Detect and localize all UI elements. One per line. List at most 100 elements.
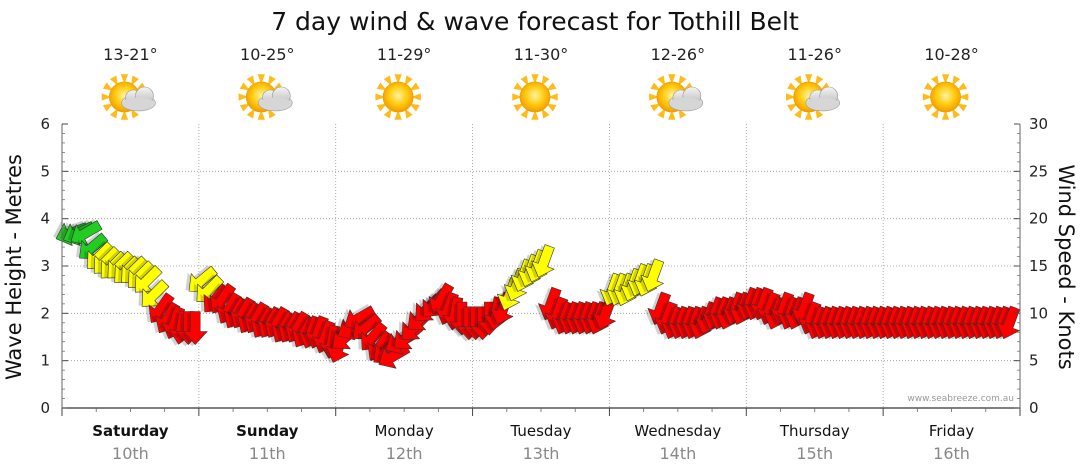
- sun-ray: [109, 75, 118, 86]
- sun-disc: [930, 81, 961, 113]
- day-temperature: 11-30°: [514, 45, 569, 64]
- wind-arrow: [637, 258, 665, 293]
- sun-ray: [239, 103, 251, 112]
- sun-ray: [520, 75, 529, 86]
- sun-ray: [541, 108, 550, 119]
- sun-disc: [382, 81, 414, 113]
- day-name: Wednesday: [634, 422, 721, 440]
- sun-ray: [924, 103, 935, 112]
- left-tick-label: 2: [40, 304, 50, 322]
- sun-ray: [120, 74, 129, 84]
- sun-ray: [678, 75, 687, 86]
- sun-ray: [520, 108, 529, 119]
- wind-arrow: [180, 311, 208, 347]
- sun-ray: [394, 110, 402, 120]
- chart-axes: 0 1 2 3 4 5 6 0 5 10 15 20 25 30: [40, 115, 1048, 417]
- wind-arrow: [67, 218, 103, 246]
- daily-temperatures: 13-21° 10-25° 11-29° 11-30° 12-26° 11-26° 10-2…: [103, 45, 979, 64]
- sun-ray: [409, 82, 420, 91]
- left-axis-title: Wave Height - Metres: [2, 154, 26, 380]
- sun-ray: [409, 103, 420, 112]
- sun-ray: [952, 108, 961, 119]
- sun-ray: [805, 74, 813, 84]
- sun-cloud-icon: [649, 74, 704, 120]
- chart-title: 7 day wind & wave forecast for Tothill B…: [271, 7, 799, 36]
- sun-ray: [815, 75, 824, 86]
- right-tick-label: 5: [1029, 352, 1039, 370]
- wind-arrow: [993, 305, 1020, 340]
- cloud-shape: [257, 86, 293, 112]
- sun-ray: [257, 74, 265, 84]
- sun-ray: [512, 93, 522, 101]
- sun-ray: [657, 108, 666, 119]
- sun-ray: [383, 108, 392, 119]
- sun-ray: [541, 75, 550, 86]
- wind-arrow-shape: [640, 258, 665, 292]
- sun-ray: [546, 82, 557, 91]
- wind-arrow-shape: [531, 244, 555, 278]
- sun-ray: [246, 108, 255, 119]
- sun-ray: [130, 75, 139, 86]
- sun-ray: [941, 110, 950, 120]
- sun-ray: [404, 108, 413, 119]
- sun-ray: [513, 103, 524, 112]
- sun-ray: [120, 110, 129, 120]
- day-name: Sunday: [236, 422, 299, 440]
- left-tick-label: 6: [40, 115, 50, 133]
- cloud-shape: [805, 86, 841, 112]
- sun-ray: [101, 93, 112, 101]
- sun-ray: [794, 108, 803, 119]
- sun-ray: [786, 93, 796, 101]
- wind-arrow: [138, 278, 170, 307]
- sun-ray: [931, 75, 940, 86]
- right-tick-label: 30: [1029, 115, 1048, 133]
- sun-ray: [941, 74, 950, 84]
- sun-ray: [376, 82, 387, 91]
- wind-arrow: [528, 244, 555, 279]
- sun-ray: [650, 103, 661, 112]
- sun-ray: [404, 75, 413, 86]
- sun-ray: [668, 74, 676, 84]
- sun-ray: [924, 82, 935, 91]
- wind-arrow-shape: [996, 305, 1020, 340]
- right-tick-label: 10: [1029, 304, 1048, 322]
- sun-ray: [548, 93, 558, 101]
- right-tick-label: 25: [1029, 162, 1048, 180]
- sun-ray: [394, 74, 402, 84]
- wind-arrow-shape: [182, 311, 208, 345]
- day-date: 16th: [933, 444, 970, 463]
- day-date: 14th: [659, 444, 696, 463]
- wind-arrow-shape: [188, 265, 218, 293]
- sun-ray: [238, 93, 249, 101]
- sun-ray: [657, 75, 666, 86]
- wind-arrow-shape: [352, 313, 382, 340]
- sun-ray: [267, 75, 276, 86]
- sun-ray: [787, 103, 798, 112]
- wind-arrow-shape: [141, 279, 170, 307]
- sun-icon: [512, 74, 558, 120]
- wind-arrow: [185, 265, 218, 293]
- cloud-shape: [668, 86, 704, 112]
- day-date: 11th: [249, 444, 286, 463]
- sun-ray: [257, 110, 265, 120]
- day-temperature: 13-21°: [103, 45, 158, 64]
- sun-cloud-icon: [238, 74, 293, 120]
- sun-ray: [805, 110, 813, 120]
- sun-ray: [650, 82, 661, 91]
- day-date: 15th: [796, 444, 833, 463]
- wind-arrow: [349, 312, 382, 340]
- day-name: Monday: [375, 422, 434, 440]
- day-date: 12th: [386, 444, 423, 463]
- left-tick-label: 4: [40, 210, 50, 228]
- sun-ray: [531, 74, 539, 84]
- right-axis-title: Wind Speed - Knots: [1054, 164, 1078, 369]
- sun-cloud-icon: [786, 74, 841, 120]
- right-tick-label: 15: [1029, 257, 1048, 275]
- wind-arrow-shape: [70, 220, 103, 246]
- sun-ray: [956, 82, 968, 91]
- day-temperature: 11-29°: [377, 45, 432, 64]
- sun-ray: [376, 103, 387, 112]
- sun-ray: [375, 93, 386, 101]
- sun-icon: [922, 74, 969, 120]
